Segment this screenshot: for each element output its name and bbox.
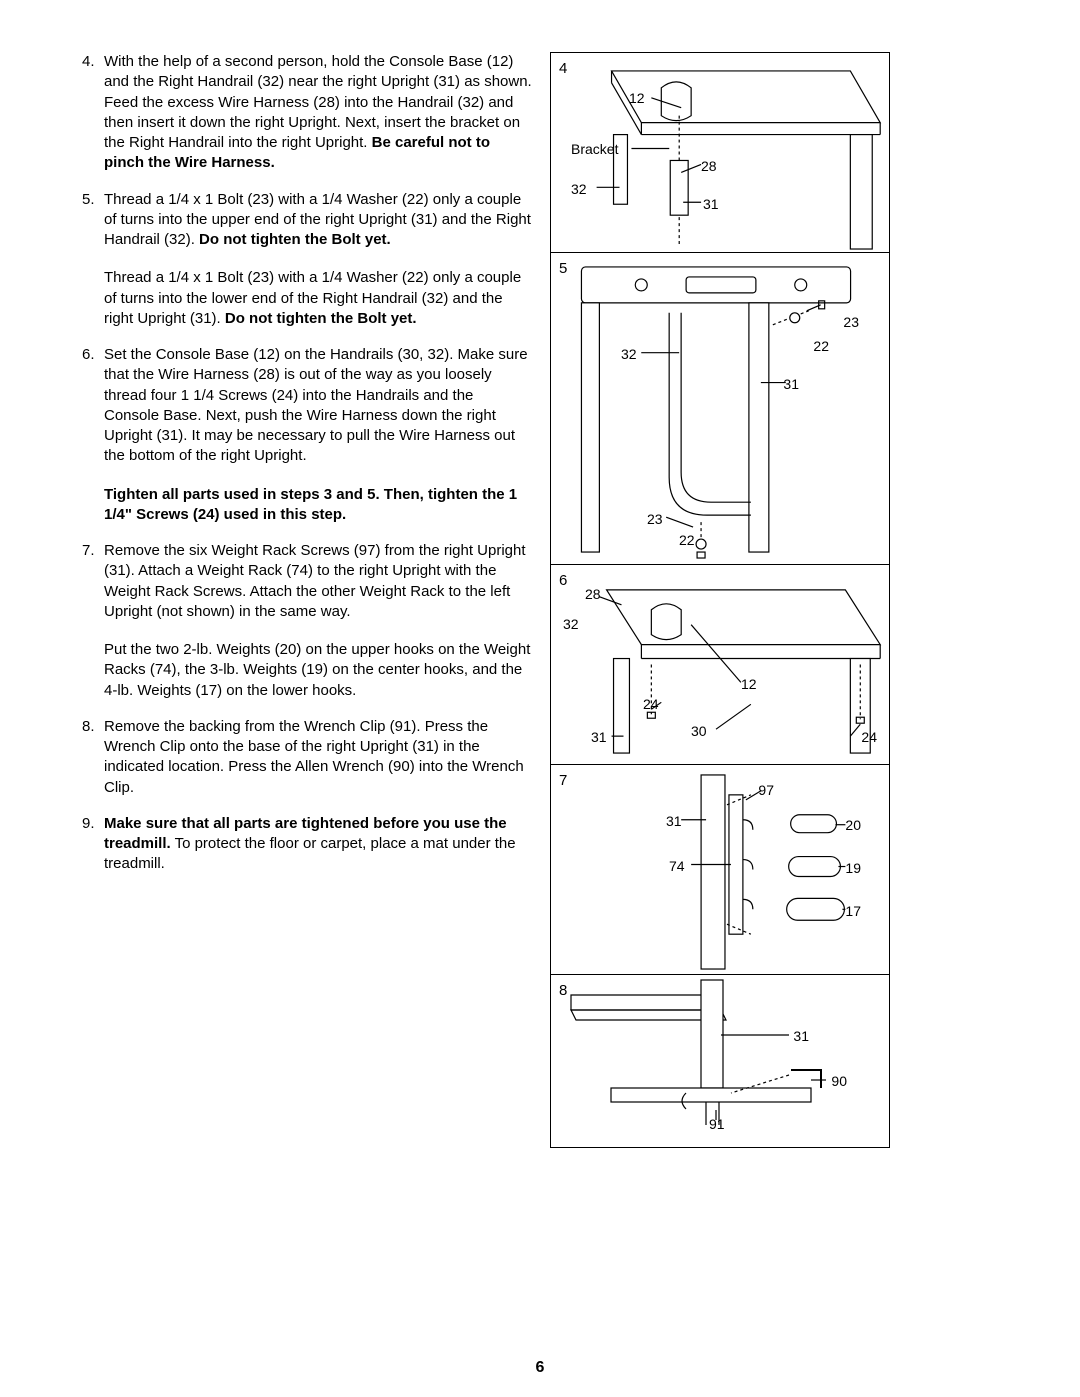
step-number: 7. [82,541,95,561]
step-text: Make sure that all parts are tightened b… [104,815,516,873]
page-number: 6 [0,1357,1080,1379]
step-number: 6. [82,345,95,365]
text-run-bold: Tighten all parts used in steps 3 and 5.… [104,486,517,523]
label-31: 31 [703,195,719,214]
two-column-layout: 4. With the help of a second person, hol… [82,52,1010,1148]
label-23: 23 [843,313,859,332]
diagram-7: 7 [551,765,889,975]
step-number: 4. [82,52,95,72]
label-17: 17 [845,902,861,921]
label-90: 90 [831,1072,847,1091]
label-24: 24 [643,695,659,714]
step-7: 7. Remove the six Weight Rack Screws (97… [82,541,532,701]
step-text: Thread a 1/4 x 1 Bolt (23) with a 1/4 Wa… [104,191,531,249]
label-32: 32 [571,180,587,199]
step-text: With the help of a second person, hold t… [104,53,532,171]
label-19: 19 [845,859,861,878]
step-number: 8. [82,717,95,737]
text-run: Remove the six Weight Rack Screws (97) f… [104,542,526,620]
diagram-5-svg [551,253,889,564]
label-22b: 22 [679,531,695,550]
label-22: 22 [813,337,829,356]
label-12: 12 [741,675,757,694]
label-91: 91 [709,1115,725,1134]
label-23b: 23 [647,510,663,529]
diagram-4: 4 [551,53,889,253]
diagram-6: 6 [551,565,889,765]
step-text: Remove the six Weight Rack Screws (97) f… [104,542,526,620]
label-bracket: Bracket [571,140,618,159]
diagram-5: 5 [551,253,889,565]
step-text: Remove the backing from the Wrench Clip … [104,718,524,796]
text-run: Set the Console Base (12) on the Handrai… [104,346,528,464]
label-31: 31 [793,1027,809,1046]
step-4: 4. With the help of a second person, hol… [82,52,532,174]
step-number: 9. [82,814,95,834]
step-text: Set the Console Base (12) on the Handrai… [104,346,528,464]
instructions-column: 4. With the help of a second person, hol… [82,52,532,1148]
label-74: 74 [669,857,685,876]
step-6: 6. Set the Console Base (12) on the Hand… [82,345,532,525]
step-9: 9. Make sure that all parts are tightene… [82,814,532,875]
diagram-7-svg [551,765,889,974]
text-run: Put the two 2-lb. Weights (20) on the up… [104,641,530,699]
text-run: Remove the backing from the Wrench Clip … [104,718,524,796]
label-12: 12 [629,89,645,108]
step-text-p2: Tighten all parts used in steps 3 and 5.… [104,485,532,526]
step-text-p2: Put the two 2-lb. Weights (20) on the up… [104,640,532,701]
label-97: 97 [758,781,774,800]
text-run-bold: Do not tighten the Bolt yet. [225,310,417,327]
label-28: 28 [585,585,601,604]
label-32: 32 [563,615,579,634]
label-32: 32 [621,345,637,364]
label-24b: 24 [861,728,877,747]
label-20: 20 [845,816,861,835]
label-31: 31 [783,375,799,394]
steps-list: 4. With the help of a second person, hol… [82,52,532,875]
step-8: 8. Remove the backing from the Wrench Cl… [82,717,532,798]
label-31: 31 [666,812,682,831]
diagrams-column: 4 [550,52,890,1148]
label-30: 30 [691,722,707,741]
label-31: 31 [591,728,607,747]
step-5: 5. Thread a 1/4 x 1 Bolt (23) with a 1/4… [82,190,532,330]
step-number: 5. [82,190,95,210]
page: 4. With the help of a second person, hol… [0,0,1080,1397]
diagram-8: 8 [551,975,889,1147]
text-run-bold: Do not tighten the Bolt yet. [199,231,391,248]
label-28: 28 [701,157,717,176]
step-text-p2: Thread a 1/4 x 1 Bolt (23) with a 1/4 Wa… [104,268,532,329]
